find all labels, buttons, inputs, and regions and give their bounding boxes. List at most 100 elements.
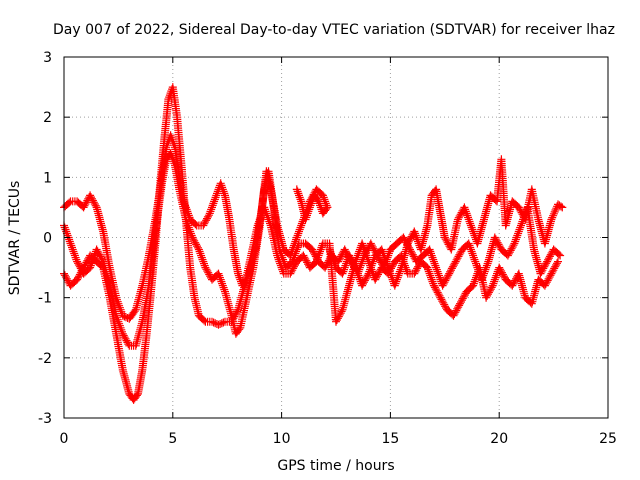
data-point-marker (88, 194, 96, 203)
data-point-marker (200, 261, 209, 270)
data-point-marker (554, 257, 562, 266)
data-point-marker (203, 212, 212, 221)
data-point-marker (410, 227, 419, 236)
data-point-marker (381, 255, 390, 264)
data-point-marker (469, 279, 478, 288)
data-point-marker (197, 253, 206, 262)
data-point-marker (77, 267, 86, 275)
data-point-marker (379, 251, 388, 260)
data-point-marker (495, 263, 504, 272)
data-point-marker (263, 211, 272, 220)
data-point-marker (537, 267, 546, 276)
data-point-marker (494, 240, 503, 249)
data-point-marker (332, 316, 341, 324)
data-point-marker (261, 207, 270, 216)
data-point-marker (465, 241, 474, 250)
data-point-marker (191, 220, 200, 229)
data-point-marker (542, 259, 551, 268)
data-point-marker (276, 261, 285, 270)
data-point-marker (194, 245, 203, 254)
data-point-marker (293, 231, 302, 240)
data-point-marker (558, 203, 567, 212)
data-point-marker (444, 271, 453, 280)
data-point-marker (391, 279, 400, 288)
data-point-marker (330, 259, 339, 268)
data-point-marker (495, 242, 504, 251)
data-point-marker (306, 201, 315, 210)
data-point-marker (453, 254, 462, 263)
data-point-marker (220, 285, 229, 294)
data-point-marker (339, 267, 348, 276)
data-point-marker (465, 217, 474, 226)
data-point-marker (457, 296, 466, 305)
data-point-marker (274, 253, 282, 262)
data-point-marker (464, 239, 473, 248)
data-point-marker (392, 277, 401, 286)
data-point-marker (450, 310, 459, 318)
chart-title: Day 007 of 2022, Sidereal Day-to-day VTE… (53, 22, 615, 38)
series-track-c (60, 83, 562, 404)
data-point-marker (451, 257, 460, 266)
data-point-marker (302, 256, 311, 265)
data-point-marker (90, 200, 99, 208)
x-axis-label: GPS time / hours (277, 458, 394, 474)
data-point-marker (361, 247, 369, 256)
data-point-marker (429, 279, 438, 288)
data-point-marker (453, 304, 462, 313)
data-point-marker (436, 275, 445, 284)
data-point-marker (292, 233, 301, 242)
data-point-marker (435, 271, 443, 280)
data-point-marker (491, 235, 500, 244)
data-point-marker (533, 259, 542, 268)
data-point-marker (74, 273, 82, 282)
data-point-marker (423, 263, 432, 272)
data-point-marker (93, 247, 102, 256)
data-point-marker (320, 195, 329, 204)
data-point-marker (305, 205, 314, 214)
data-point-marker (329, 257, 338, 266)
data-point-marker (61, 225, 70, 234)
data-point-marker (351, 263, 360, 272)
data-point-marker (515, 271, 524, 280)
y-axis-label: SDTVAR / TECUs (7, 181, 23, 296)
data-point-marker (369, 255, 378, 264)
data-point-marker (336, 254, 344, 263)
data-point-marker (233, 307, 242, 316)
data-point-marker (432, 263, 441, 272)
data-point-marker (460, 203, 469, 212)
data-point-marker (346, 253, 354, 262)
data-point-marker (450, 259, 459, 268)
data-point-marker (219, 187, 228, 196)
data-point-marker (288, 266, 297, 275)
data-point-marker (308, 245, 317, 254)
data-point-marker (431, 285, 440, 294)
data-point-marker (452, 255, 461, 264)
data-point-marker (466, 245, 475, 254)
data-point-marker (208, 203, 216, 212)
data-point-marker (527, 299, 536, 308)
data-point-marker (234, 269, 243, 278)
data-point-marker (81, 260, 90, 269)
data-point-marker (373, 272, 381, 281)
data-point-marker (334, 312, 343, 321)
data-point-marker (358, 241, 367, 250)
data-point-marker (218, 281, 227, 290)
data-point-marker (68, 243, 76, 252)
data-point-marker (97, 254, 106, 263)
data-point-marker (556, 251, 565, 260)
data-point-marker (361, 249, 370, 258)
data-point-marker (191, 238, 200, 247)
data-point-marker (355, 275, 364, 284)
data-point-marker (231, 310, 240, 319)
data-point-marker (439, 298, 448, 307)
data-point-marker (399, 233, 408, 242)
data-point-marker (206, 207, 215, 216)
data-layer (60, 83, 567, 404)
y-tick-label: 3 (43, 50, 52, 66)
data-point-marker (385, 267, 394, 276)
data-point-marker (81, 200, 90, 208)
data-point-marker (216, 275, 225, 284)
data-point-marker (201, 218, 210, 226)
data-point-marker (316, 201, 324, 210)
data-point-marker (510, 239, 519, 248)
